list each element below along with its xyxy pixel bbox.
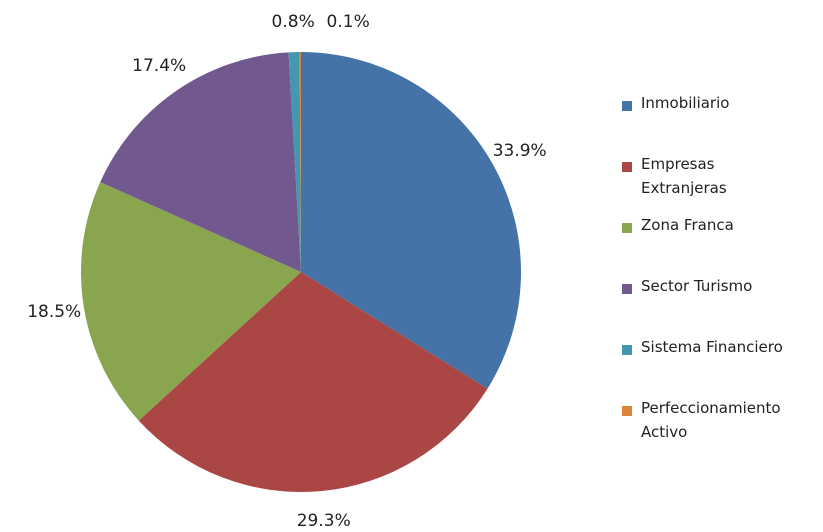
data-label: 33.9% — [493, 141, 547, 161]
legend-swatch — [622, 101, 632, 111]
legend-label: Zona Franca — [641, 216, 734, 234]
pie-slice — [288, 52, 301, 273]
pie-slice — [299, 52, 301, 272]
legend-swatch — [622, 345, 632, 355]
legend-swatch — [622, 284, 632, 294]
legend-label: Empresas Extranjeras — [641, 155, 727, 197]
legend-swatch — [622, 223, 632, 233]
legend-label: Perfeccionamiento Activo — [641, 399, 781, 441]
pie-slice — [81, 182, 301, 421]
data-label: 29.3% — [297, 511, 351, 531]
data-label: 17.4% — [132, 56, 186, 76]
legend-swatch — [622, 162, 632, 172]
legend-label: Sector Turismo — [641, 277, 753, 295]
pie-slice — [138, 272, 488, 492]
pie-slice — [301, 52, 521, 389]
legend-swatch — [622, 406, 632, 416]
data-label: 0.1% — [327, 12, 370, 32]
legend-label: Inmobiliario — [641, 94, 730, 112]
pie-slice — [100, 52, 301, 273]
legend-label: Sistema Financiero — [641, 338, 783, 356]
data-label: 0.8% — [272, 12, 315, 32]
data-label: 18.5% — [27, 302, 81, 322]
